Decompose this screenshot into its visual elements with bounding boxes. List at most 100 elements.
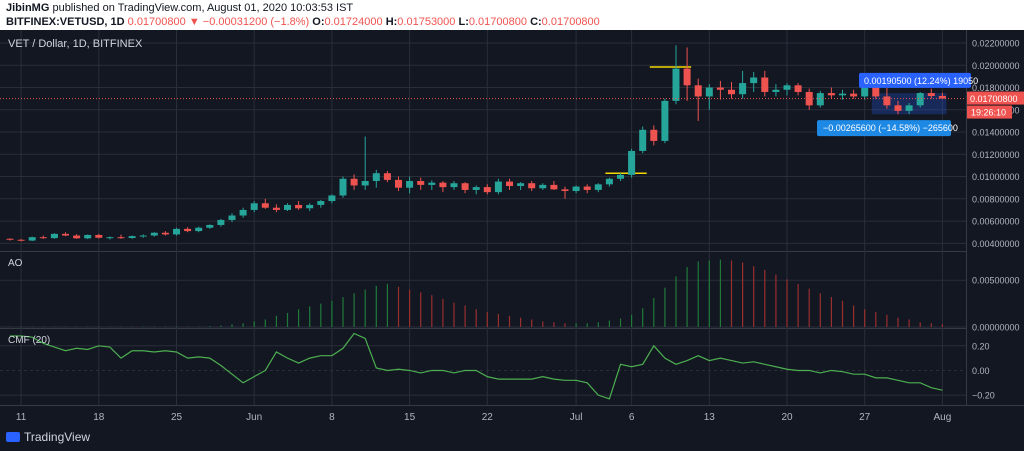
- candle-body: [306, 204, 314, 209]
- candle-body: [350, 178, 358, 186]
- candle-body: [84, 234, 92, 239]
- x-tick-label: 13: [704, 412, 716, 423]
- candle-body: [406, 181, 414, 188]
- candle-body: [17, 239, 25, 241]
- publish-line: JibinMG published on TradingView.com, Au…: [6, 2, 353, 14]
- x-tick-label: 6: [629, 412, 635, 423]
- ao-title: AO: [8, 258, 23, 269]
- candle-body: [328, 195, 336, 202]
- candle-body: [284, 204, 291, 210]
- x-tick-label: 11: [16, 412, 27, 423]
- candle-body: [816, 93, 824, 106]
- candle-body: [62, 233, 69, 236]
- candle-body: [150, 232, 158, 236]
- candle-body: [272, 207, 280, 210]
- candle-body: [195, 227, 203, 232]
- candle-body: [761, 77, 769, 92]
- candle-body: [594, 184, 602, 190]
- candle-body: [672, 68, 680, 101]
- header-bar: JibinMG published on TradingView.com, Au…: [0, 0, 1024, 30]
- candle-body: [683, 68, 691, 86]
- y-tick-label: 0.02000000: [972, 61, 1020, 71]
- y-tick-label: 0.01800000: [972, 83, 1020, 93]
- author-name[interactable]: JibinMG: [6, 2, 50, 14]
- candle-body: [517, 183, 525, 187]
- change-value: ▼ −0.00031200 (−1.8%): [188, 16, 310, 28]
- y-tick-label: 0.01200000: [972, 150, 1020, 160]
- candle-body: [339, 178, 347, 196]
- cmf-y-tick-label: 0.00: [972, 366, 990, 376]
- candle-body: [117, 237, 125, 239]
- candle-body: [572, 186, 580, 192]
- chart-svg[interactable]: 11 18 25 Jun 8 15 22 Jul 6 13 20 27 Aug 0.02200000 0.0…: [0, 30, 1024, 428]
- candle-body: [472, 187, 480, 190]
- tradingview-logo: TradingView: [6, 430, 90, 444]
- open-label: O:: [312, 16, 325, 28]
- candle-body: [217, 219, 225, 225]
- candle-body: [628, 150, 636, 175]
- candle-body: [383, 173, 391, 180]
- y-tick-label: 0.01400000: [972, 128, 1020, 138]
- x-tick-label: Aug: [934, 412, 952, 423]
- candle-body: [395, 179, 402, 188]
- close-label: C:: [530, 16, 542, 28]
- cmf-title: CMF (20): [8, 335, 50, 346]
- candle-body: [128, 236, 136, 238]
- candle-body: [428, 182, 436, 185]
- candle-body: [805, 91, 813, 106]
- low-label: L:: [458, 16, 469, 28]
- y-tick-label: 0.00800000: [972, 194, 1020, 204]
- candle-body: [916, 93, 924, 106]
- published-text: published on TradingView.com, August 01,…: [52, 2, 354, 14]
- candle-body: [450, 183, 458, 188]
- x-tick-label: 18: [93, 412, 105, 423]
- candle-body: [184, 228, 192, 232]
- candle-body: [39, 237, 47, 239]
- x-tick-label: 25: [171, 412, 183, 423]
- open-value: 0.01724000: [324, 16, 383, 28]
- candle-body: [361, 181, 369, 186]
- candle-body: [705, 87, 713, 97]
- candle-body: [173, 228, 180, 235]
- candle-body: [905, 105, 913, 111]
- candle-body: [850, 93, 858, 97]
- ohlc-line: BITFINEX:VETUSD, 1D 0.01700800 ▼ −0.0003…: [6, 16, 600, 28]
- candle-body: [716, 87, 724, 90]
- y-tick-label: 0.02200000: [972, 39, 1020, 49]
- candle-body: [506, 181, 513, 187]
- measure-down-annotation-box: [817, 120, 951, 137]
- candle-body: [228, 215, 236, 220]
- ao-y-tick-label: 0.00000000: [972, 323, 1020, 333]
- candle-body: [73, 235, 81, 239]
- low-value: 0.01700800: [468, 16, 527, 28]
- candle-body: [650, 129, 658, 141]
- candle-body: [6, 238, 14, 240]
- candle-body: [739, 83, 747, 95]
- brand-label: TradingView: [24, 430, 91, 444]
- y-tick-label: 0.01000000: [972, 172, 1020, 182]
- x-tick-label: 20: [781, 412, 793, 423]
- candle-body: [583, 186, 591, 190]
- candle-body: [295, 204, 303, 209]
- x-tick-label: 27: [859, 412, 871, 423]
- x-tick-label: Jun: [246, 412, 262, 423]
- candle-body: [772, 89, 780, 92]
- cmf-y-tick-label: 0.20: [972, 341, 990, 351]
- candle-body: [561, 189, 569, 192]
- candle-body: [50, 233, 58, 239]
- candle-body: [317, 201, 325, 205]
- candle-body: [872, 85, 880, 97]
- candle-body: [783, 85, 791, 90]
- cmf-y-tick-label: −0.20: [972, 391, 995, 401]
- candle-body: [461, 183, 469, 190]
- candle-body: [372, 173, 380, 182]
- last-price-tag: [967, 91, 1024, 105]
- candle-body: [539, 184, 547, 189]
- candle-body: [250, 203, 258, 210]
- candle-body: [605, 178, 613, 185]
- y-tick-label: 0.00600000: [972, 217, 1020, 227]
- candle-body: [494, 181, 502, 193]
- measure-down-annotation: −0.00265600 (−14.58%) −265600: [823, 123, 958, 133]
- ao-y-tick-label: 0.00500000: [972, 276, 1020, 286]
